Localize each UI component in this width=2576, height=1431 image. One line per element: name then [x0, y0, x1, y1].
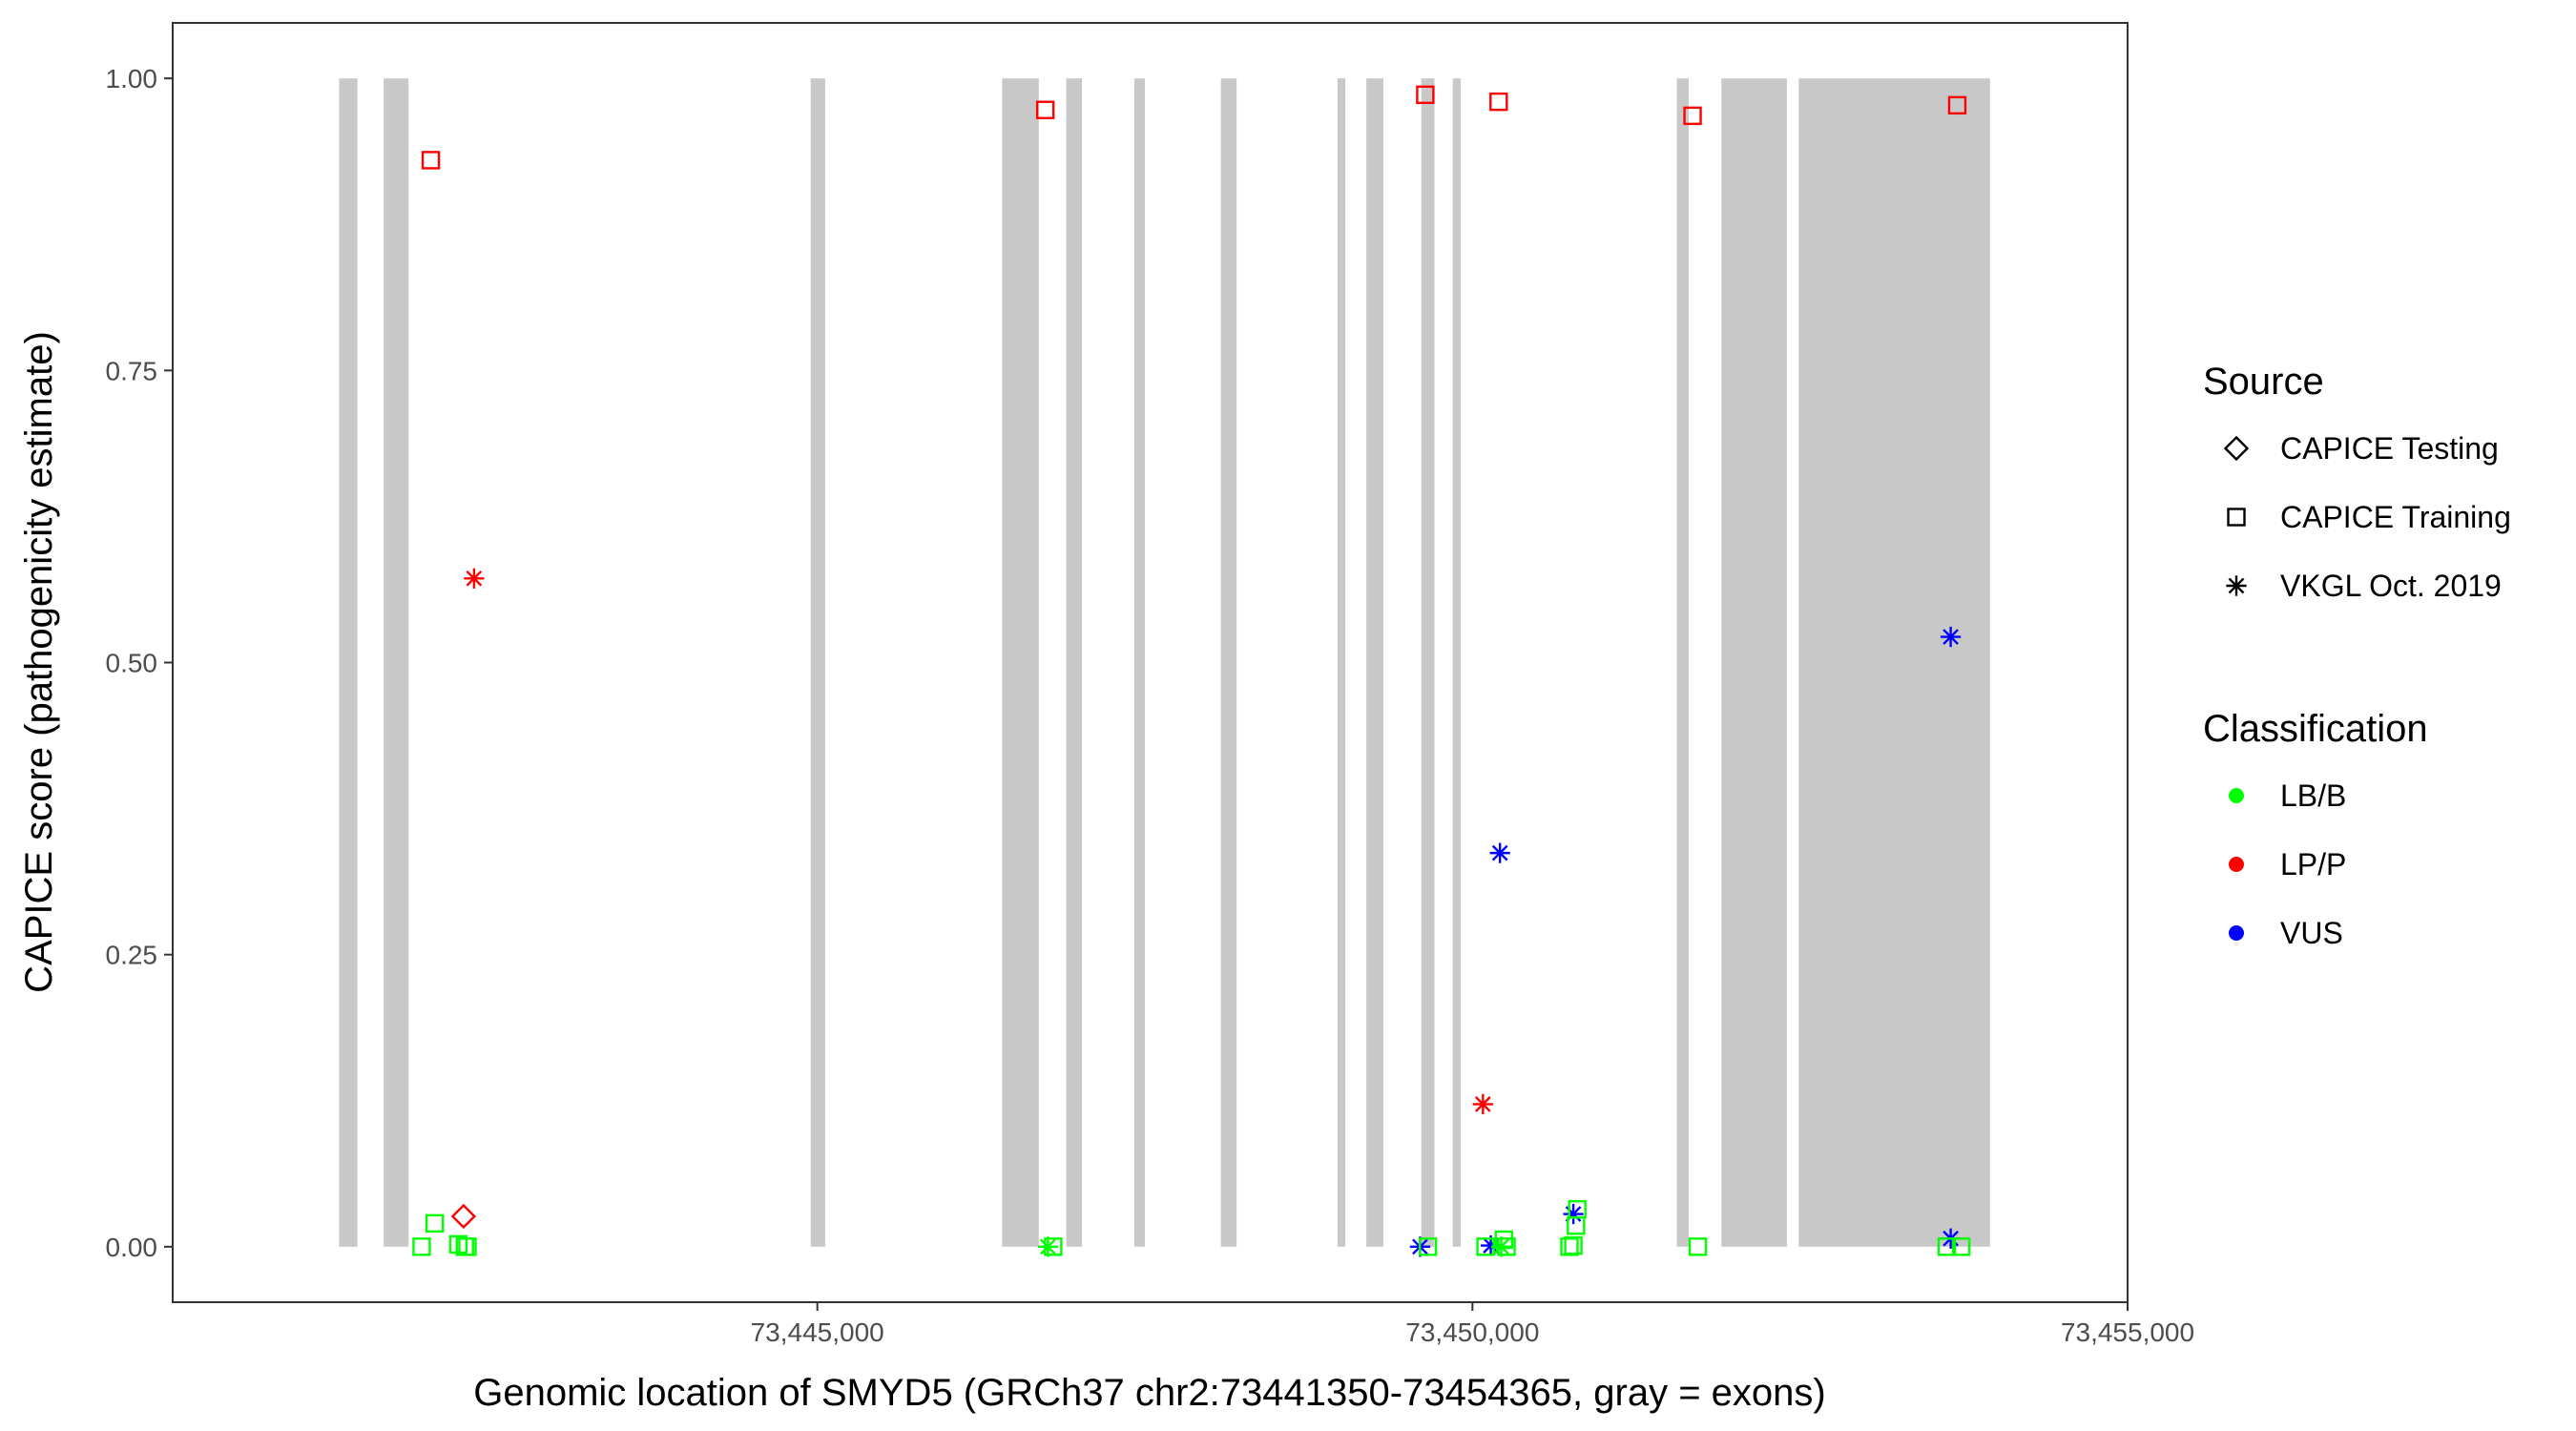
legend-classification-title: Classification: [2203, 708, 2428, 750]
data-point-28: [1560, 1237, 1579, 1256]
y-tick-label-4: 0.75: [106, 356, 158, 385]
exon-band-5: [1066, 78, 1083, 1247]
exon-band-10: [1421, 78, 1435, 1247]
x-tick-label-2: 73,450,000: [1405, 1317, 1539, 1347]
exon-band-6: [1134, 78, 1146, 1247]
legend-class-key-1: [2229, 788, 2244, 803]
data-point-32: [1688, 1237, 1708, 1256]
y-tick-label-3: 0.50: [106, 649, 158, 678]
x-axis: 73,445,000 73,450,000 73,455,000: [751, 1302, 2194, 1347]
legend-source-label-1: CAPICE Testing: [2280, 431, 2499, 466]
legend-class-key-3: [2229, 925, 2244, 941]
data-point-31: [1568, 1199, 1587, 1219]
legend-class-key-2: [2229, 857, 2244, 872]
data-point-10: [1940, 626, 1962, 648]
data-point-12: [1563, 1203, 1584, 1225]
exon-band-4: [1002, 78, 1039, 1247]
data-point-33: [1937, 1237, 1957, 1256]
exon-band-layer: [339, 78, 1990, 1247]
exon-band-2: [384, 78, 409, 1247]
legend-class-label-2: LP/P: [2280, 847, 2346, 881]
y-tick-label-2: 0.25: [106, 941, 158, 970]
legend-source-item-3: VKGL Oct. 2019: [2226, 569, 2502, 603]
data-point-29: [1564, 1235, 1583, 1255]
x-tick-label-1: 73,445,000: [751, 1317, 884, 1347]
data-point-16: [412, 1237, 431, 1256]
y-axis-title: CAPICE score (pathogenicity estimate): [18, 331, 60, 993]
exon-band-13: [1721, 78, 1787, 1247]
data-point-23: [1418, 1237, 1438, 1256]
exon-band-14: [1798, 78, 1990, 1247]
exon-band-9: [1366, 78, 1383, 1247]
y-tick-label-5: 1.00: [106, 64, 158, 93]
legend-class-item-2: LP/P: [2229, 847, 2346, 881]
legend: Source CAPICE Testing CAPICE Training VKGL…: [2203, 361, 2511, 950]
exon-band-11: [1452, 78, 1461, 1247]
legend-class-item-3: VUS: [2229, 916, 2343, 950]
exon-band-7: [1220, 78, 1237, 1247]
data-point-34: [1951, 1237, 1971, 1256]
data-point-22: [1037, 1236, 1059, 1257]
legend-classification-items: LB/B LP/P VUS: [2229, 778, 2346, 950]
data-point-7: [464, 568, 485, 589]
data-point-2: [1035, 100, 1055, 119]
x-tick-label-3: 73,455,000: [2061, 1317, 2194, 1347]
legend-source-item-1: CAPICE Testing: [2223, 431, 2499, 466]
data-point-1: [421, 151, 441, 170]
legend-source-items: CAPICE Testing CAPICE Training VKGL Oct. 2…: [2223, 431, 2511, 603]
exon-band-12: [1676, 78, 1689, 1247]
legend-source-key-1: [2223, 435, 2250, 462]
legend-source-label-3: VKGL Oct. 2019: [2280, 569, 2502, 603]
exon-band-8: [1337, 78, 1346, 1247]
exon-band-3: [810, 78, 825, 1247]
legend-source-key-3: [2226, 575, 2247, 596]
exon-band-1: [339, 78, 358, 1247]
legend-class-label-1: LB/B: [2280, 778, 2346, 813]
data-point-27: [1490, 1236, 1512, 1257]
legend-source-key-2: [2227, 508, 2246, 527]
legend-source-label-2: CAPICE Training: [2280, 500, 2511, 534]
legend-class-item-1: LB/B: [2229, 778, 2346, 813]
data-point-4: [1489, 92, 1508, 112]
data-point-11: [1489, 842, 1510, 863]
data-point-20: [458, 1237, 477, 1256]
legend-class-label-3: VUS: [2280, 916, 2343, 950]
data-point-3: [1416, 85, 1435, 105]
data-point-9: [450, 1203, 477, 1230]
legend-source-item-2: CAPICE Training: [2227, 500, 2511, 534]
y-axis: 0.00 0.25 0.50 0.75 1.00: [106, 64, 173, 1262]
data-point-8: [1472, 1093, 1493, 1115]
data-point-5: [1683, 106, 1702, 126]
y-tick-label-1: 0.00: [106, 1233, 158, 1262]
x-axis-title: Genomic location of SMYD5 (GRCh37 chr2:7…: [473, 1372, 1825, 1414]
data-point-layer: [412, 85, 1971, 1257]
data-point-17: [425, 1213, 445, 1234]
legend-source-title: Source: [2203, 361, 2324, 403]
data-point-6: [1947, 95, 1967, 115]
